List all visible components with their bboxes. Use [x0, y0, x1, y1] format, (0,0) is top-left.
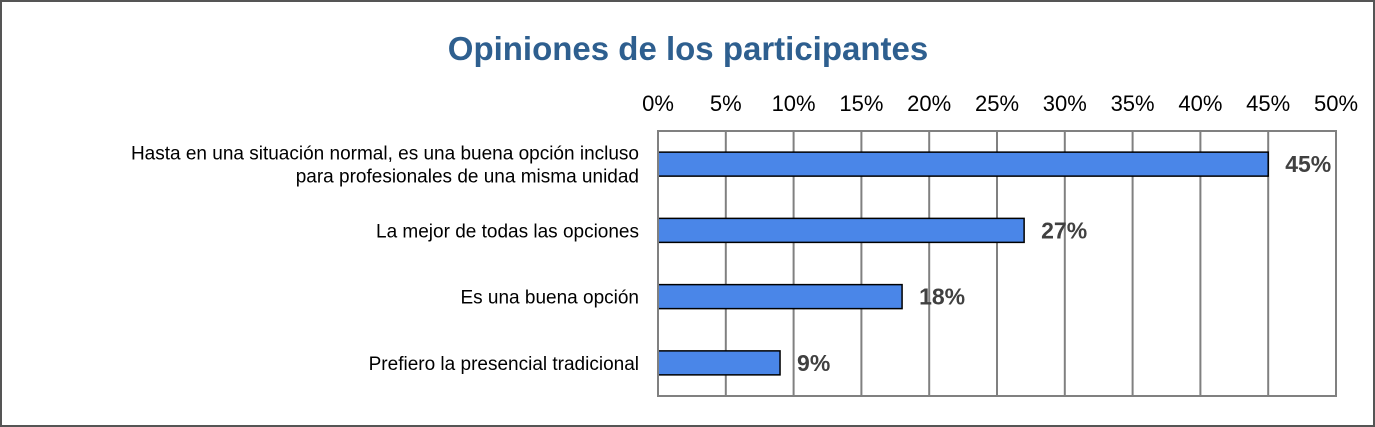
- x-tick-label: 10%: [772, 91, 816, 116]
- category-labels: Hasta en una situación normal, es una bu…: [131, 144, 639, 375]
- bar: [657, 217, 1025, 244]
- category-label: Es una buena opción: [460, 288, 639, 309]
- category-label: Hasta en una situación normal, es una bu…: [131, 144, 639, 165]
- category-label: La mejor de todas las opciones: [376, 221, 639, 242]
- category-label: Prefiero la presencial tradicional: [369, 354, 639, 375]
- x-tick-label: 25%: [975, 91, 1019, 116]
- bar: [657, 283, 903, 310]
- x-tick-label: 5%: [710, 91, 742, 116]
- data-label: 27%: [1041, 217, 1087, 243]
- x-tick-label: 40%: [1178, 91, 1222, 116]
- data-labels: 45% 27% 18% 9%: [797, 151, 1331, 376]
- plot-area-border: [657, 130, 1337, 397]
- data-label: 18%: [919, 284, 965, 310]
- category-label: para profesionales de una misma unidad: [296, 167, 639, 188]
- x-tick-label: 30%: [1043, 91, 1087, 116]
- x-tick-label: 35%: [1111, 91, 1155, 116]
- bars: [657, 151, 1269, 376]
- x-tick-label: 15%: [839, 91, 883, 116]
- bar: [657, 151, 1269, 177]
- x-tick-label: 45%: [1246, 91, 1290, 116]
- data-label: 9%: [797, 350, 830, 376]
- bar: [657, 350, 781, 376]
- x-tick-label: 20%: [907, 91, 951, 116]
- x-tick-label: 0%: [642, 91, 674, 116]
- x-tick-label: 50%: [1314, 91, 1358, 116]
- data-label: 45%: [1285, 151, 1331, 177]
- x-axis-ticks: 0% 5% 10% 15% 20% 25% 30% 35% 40% 45% 50%: [642, 91, 1358, 116]
- chart-title: Opiniones de los participantes: [448, 30, 928, 67]
